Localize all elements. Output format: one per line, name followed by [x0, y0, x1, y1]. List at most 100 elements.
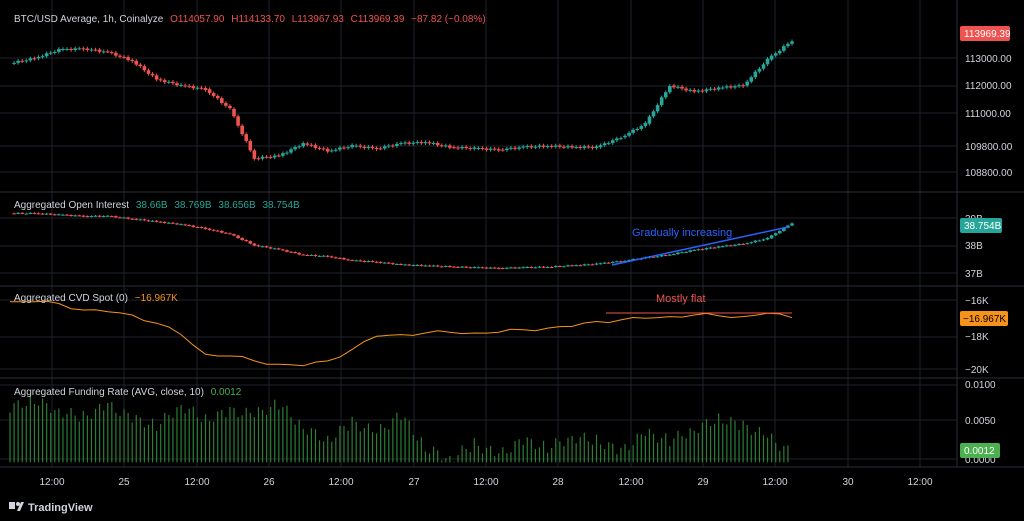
candle-body [297, 252, 301, 255]
candle-body [146, 220, 151, 222]
candle-body [40, 56, 45, 58]
candle-body [191, 86, 196, 89]
funding-tick: 0.0100 [965, 380, 996, 391]
candle-body [757, 68, 762, 72]
candle-body [431, 142, 436, 144]
candle-body [720, 246, 725, 248]
time-tick: 12:00 [618, 477, 643, 488]
trend-line[interactable] [611, 226, 789, 266]
candle-body [354, 260, 358, 262]
price-scale[interactable]: 113000.00 112000.00 111000.00 109800.00 … [965, 54, 1013, 179]
price-high: H114133.70 [231, 14, 285, 25]
candle-body [586, 264, 591, 266]
candle-body [598, 263, 603, 265]
candle-body [476, 267, 481, 269]
candle-body [688, 250, 692, 252]
candle-body [651, 256, 656, 258]
candle-body [533, 267, 538, 269]
candle-body [521, 146, 525, 148]
funding-pane[interactable]: Aggregated Funding Rate (AVG, close, 10)… [9, 380, 1000, 466]
funding-last-label: 0.0012 [960, 443, 1000, 458]
svg-text:113969.39: 113969.39 [964, 29, 1011, 40]
candle-body [199, 87, 204, 89]
time-tick: 12:00 [907, 477, 932, 488]
candle-body [476, 148, 481, 150]
time-scale[interactable]: 12:00 25 12:00 26 12:00 27 12:00 28 12:0… [39, 477, 932, 488]
candle-body [403, 142, 407, 144]
price-candles [12, 39, 794, 161]
candle-body [659, 255, 664, 257]
candle-body [73, 215, 77, 217]
candle-body [142, 66, 147, 71]
candle-body [211, 93, 216, 96]
funding-scale[interactable]: 0.0100 0.0050 0.0000 [965, 380, 996, 466]
candle-body [415, 141, 420, 143]
candle-body [545, 146, 550, 148]
candle-body [448, 145, 452, 148]
candle-body [505, 267, 509, 269]
cvd-scale[interactable]: −16K −18K −20K [965, 296, 989, 376]
candle-body [53, 214, 57, 216]
candle-body [219, 230, 224, 233]
candle-body [452, 266, 456, 268]
candle-body [252, 243, 257, 246]
candle-body [105, 51, 110, 53]
candle-body [118, 217, 122, 219]
candle-body [382, 146, 387, 149]
funding-title: Aggregated Funding Rate (AVG, close, 10) [14, 387, 204, 398]
price-legend: BTC/USD Average, 1h, Coinalyze O114057.9… [14, 14, 486, 25]
candle-body [378, 148, 383, 150]
candle-body [81, 215, 86, 217]
candle-body [374, 148, 379, 150]
candle-body [704, 89, 709, 92]
candle-body [358, 145, 363, 147]
cvd-annotation[interactable]: Mostly flat [656, 293, 706, 305]
candle-body [480, 148, 485, 150]
candle-body [32, 212, 37, 214]
candle-body [114, 52, 118, 56]
candle-body [525, 266, 530, 268]
candle-body [448, 266, 452, 268]
oi-legend: Aggregated Open Interest 38.66B 38.769B … [14, 200, 300, 211]
candle-body [700, 249, 705, 251]
candle-body [215, 230, 220, 232]
candle-body [501, 268, 505, 270]
candle-body [769, 235, 774, 239]
candle-body [12, 213, 16, 215]
candle-body [93, 215, 98, 217]
candle-body [16, 60, 20, 63]
cvd-last-label: −16.967K [960, 311, 1008, 326]
candle-body [232, 234, 236, 236]
candle-body [541, 266, 546, 268]
candle-body [57, 48, 61, 52]
open-interest-pane[interactable]: Gradually increasing Aggregated Open Int… [12, 200, 1002, 280]
time-tick: 30 [842, 477, 854, 488]
candle-body [488, 148, 493, 150]
price-pane[interactable]: BTC/USD Average, 1h, Coinalyze O114057.9… [12, 14, 1013, 179]
candle-body [142, 219, 147, 221]
candle-body [65, 214, 69, 216]
candle-body [272, 248, 277, 250]
oi-annotation[interactable]: Gradually increasing [632, 227, 732, 239]
candle-body [529, 146, 534, 148]
tradingview-brand[interactable]: TradingView [9, 502, 93, 514]
candle-body [480, 267, 485, 269]
candle-body [110, 52, 114, 54]
candle-body [452, 147, 456, 149]
candle-body [610, 261, 615, 263]
candle-body [663, 255, 668, 257]
candle-body [488, 267, 493, 269]
candle-body [118, 55, 122, 57]
candle-body [126, 57, 130, 60]
candle-body [403, 264, 407, 266]
chart-grid [0, 0, 957, 467]
candle-body [692, 249, 697, 251]
cvd-pane[interactable]: Mostly flat Aggregated CVD Spot (0) −16.… [10, 293, 1008, 376]
candle-body [309, 255, 314, 257]
candle-body [708, 88, 713, 90]
candle-body [338, 147, 342, 150]
price-low: L113967.93 [292, 14, 345, 25]
candle-body [505, 148, 509, 151]
candle-body [370, 261, 375, 263]
